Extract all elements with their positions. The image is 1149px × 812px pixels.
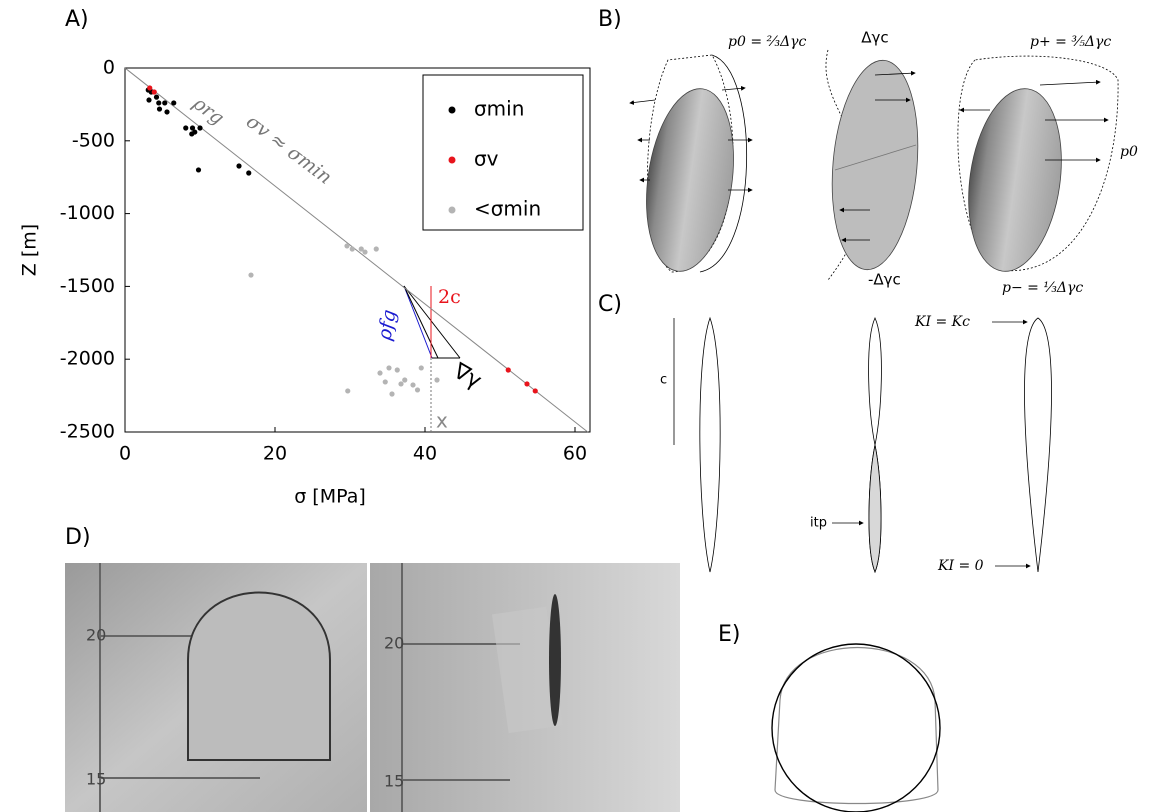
data-point <box>345 388 350 393</box>
legend-marker <box>449 207 456 214</box>
pressure-label: Δγc <box>861 29 888 47</box>
x-tick-label: 20 <box>263 443 287 465</box>
data-point <box>386 365 391 370</box>
data-point <box>398 381 403 386</box>
pressure-label: p− = ⅓Δγc <box>1002 280 1083 296</box>
shape-comparison <box>772 644 940 812</box>
data-point <box>410 382 415 387</box>
data-point <box>389 391 394 396</box>
pressure-label: -Δγc <box>868 271 901 289</box>
y-tick-label: -2000 <box>60 348 115 370</box>
panel-label: B) <box>598 7 622 32</box>
data-point <box>248 272 253 277</box>
y-axis-label: Z [m] <box>19 224 41 276</box>
data-point <box>524 381 529 386</box>
panel-label: E) <box>718 622 740 647</box>
data-point <box>362 249 367 254</box>
pressure-label: p+ = ⅗Δγc <box>1030 34 1111 50</box>
data-point <box>434 377 439 382</box>
crack-shapes <box>674 318 1052 572</box>
annotation: x <box>436 409 448 433</box>
crack-label: c <box>660 373 667 388</box>
data-point <box>196 167 201 172</box>
legend-marker <box>449 157 456 164</box>
y-tick-label: -1000 <box>60 202 115 224</box>
data-point <box>377 370 382 375</box>
data-point <box>147 85 152 90</box>
crack-label: KI = 0 <box>937 558 984 574</box>
data-point <box>162 100 167 105</box>
data-point <box>415 387 420 392</box>
data-point <box>246 170 251 175</box>
pressure-label: p0 = ⅔Δγc <box>728 34 807 50</box>
data-point <box>152 89 157 94</box>
slope-line <box>404 286 432 358</box>
crack-label: itp <box>810 516 827 531</box>
x-axis-label: σ [MPa] <box>294 486 366 508</box>
ruler-label: 15 <box>384 772 404 791</box>
data-point <box>189 131 194 136</box>
data-point <box>506 367 511 372</box>
annotation: ∇γ <box>448 358 485 394</box>
annotation: 2c <box>438 286 461 308</box>
y-tick-label: -1500 <box>60 275 115 297</box>
legend-marker <box>449 107 456 114</box>
data-point <box>350 246 355 251</box>
annotation: ρfg <box>373 308 400 343</box>
annotation: σv ≈ σmin <box>242 110 336 188</box>
panel-label: A) <box>65 7 89 32</box>
data-point <box>156 100 161 105</box>
data-point <box>383 379 388 384</box>
data-point <box>164 109 169 114</box>
data-point <box>154 95 159 100</box>
y-tick-label: -500 <box>72 129 115 151</box>
data-point <box>183 125 188 130</box>
data-point <box>419 365 424 370</box>
data-point <box>344 243 349 248</box>
ellipsoid-diagrams <box>630 50 1118 280</box>
photographs <box>65 563 680 812</box>
data-point <box>374 246 379 251</box>
annotation: ρrg <box>188 92 228 130</box>
ruler-label: 20 <box>384 634 404 653</box>
chart: σ [MPa] Z [m] ρrg σv ≈ σmin ρfg 2c ∇γ x … <box>19 57 591 508</box>
legend-label: σv <box>474 147 499 171</box>
data-point <box>236 163 241 168</box>
x-tick-label: 60 <box>563 443 587 465</box>
data-point <box>171 100 176 105</box>
ruler-label: 15 <box>86 770 106 789</box>
panel-label: C) <box>598 292 622 317</box>
y-tick-label: 0 <box>103 57 115 79</box>
slope-line <box>404 286 438 358</box>
data-point <box>533 388 538 393</box>
data-point <box>157 106 162 111</box>
crack-label: KI = Kc <box>914 314 970 330</box>
y-tick-label: -2500 <box>60 421 115 443</box>
data-point <box>395 367 400 372</box>
panel-label: D) <box>65 525 91 550</box>
legend-label: <σmin <box>474 197 541 221</box>
pressure-label: p0 <box>1120 144 1138 160</box>
data-point <box>146 97 151 102</box>
legend-label: σmin <box>474 97 524 121</box>
figure: A) B) C) D) E) σ [MPa] Z [m] ρrg σv ≈ σm… <box>0 0 1149 812</box>
x-tick-label: 40 <box>413 443 437 465</box>
x-tick-label: 0 <box>119 443 131 465</box>
data-point <box>197 125 202 130</box>
ruler-label: 20 <box>86 626 106 645</box>
data-point <box>402 377 407 382</box>
